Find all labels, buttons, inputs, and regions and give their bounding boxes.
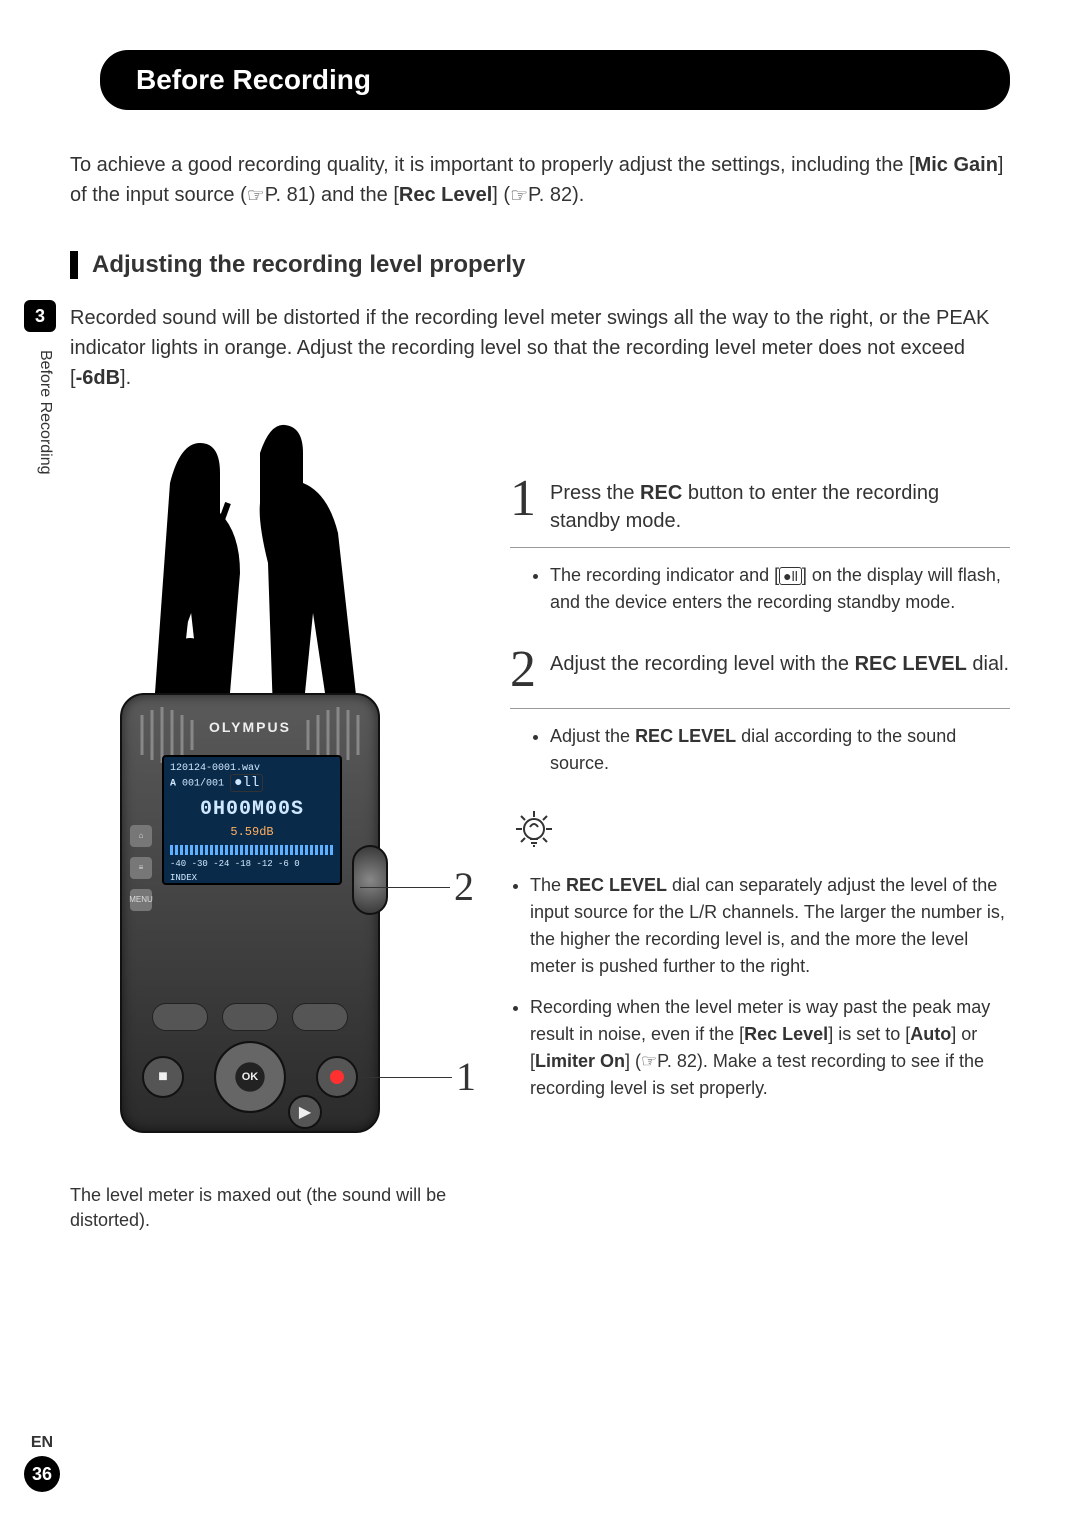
tip-list: The REC LEVEL dial can separately adjust… bbox=[510, 872, 1010, 1103]
intro-paragraph: To achieve a good recording quality, it … bbox=[70, 150, 1010, 211]
rec-pause-icon: ●ll bbox=[230, 774, 263, 792]
t: dial. bbox=[967, 653, 1009, 675]
page-footer: EN 36 bbox=[24, 1434, 60, 1492]
recorder-body: OLYMPUS 120124-0001.wav A 001/001 ●ll 0H… bbox=[120, 693, 380, 1133]
lcd-timer: 0H00M00S bbox=[170, 798, 334, 821]
lcd-level-meter bbox=[170, 845, 334, 855]
callout-line bbox=[358, 1077, 452, 1079]
rec-dot-icon bbox=[330, 1070, 344, 1084]
lcd-folder: A bbox=[170, 778, 176, 789]
pointer-icon: ☞ bbox=[510, 181, 528, 211]
ok-label: OK bbox=[242, 1071, 259, 1083]
callout-line bbox=[360, 887, 450, 889]
chapter-tab: 3 bbox=[24, 300, 56, 332]
body-limit: -6dB bbox=[76, 367, 120, 389]
t: REC LEVEL bbox=[855, 653, 967, 675]
home-icon: ⌂ bbox=[130, 825, 152, 847]
menu-button: MENU bbox=[130, 889, 152, 911]
callout-2: 2 bbox=[454, 863, 474, 910]
step-1: 1 Press the REC button to enter the reco… bbox=[510, 473, 1010, 616]
rec-pause-icon: ●ll bbox=[779, 567, 802, 585]
lcd-peak: 5.59dB bbox=[170, 825, 334, 839]
page-title-bar: Before Recording bbox=[100, 50, 1010, 110]
intro-text5: ). bbox=[572, 184, 584, 206]
t: Auto bbox=[910, 1024, 951, 1044]
step-bullet: The recording indicator and [●ll] on the… bbox=[550, 562, 1010, 616]
t: Press the bbox=[550, 482, 640, 504]
ok-dpad: OK bbox=[214, 1041, 286, 1113]
intro-ref1: P. 81 bbox=[265, 184, 309, 206]
page-number: 36 bbox=[24, 1456, 60, 1492]
musicians-silhouette bbox=[130, 423, 390, 733]
step-number: 2 bbox=[510, 644, 536, 696]
t: Adjust the bbox=[550, 726, 635, 746]
t: REC LEVEL bbox=[566, 875, 667, 895]
transport-controls: ■ OK bbox=[142, 1041, 358, 1113]
t: REC bbox=[640, 482, 682, 504]
intro-text3: ) and the [ bbox=[309, 184, 399, 206]
soft-button bbox=[222, 1003, 278, 1031]
lcd-screen: 120124-0001.wav A 001/001 ●ll 0H00M00S 5… bbox=[162, 755, 342, 885]
step-bullet: Adjust the REC LEVEL dial according to t… bbox=[550, 723, 1010, 777]
device-brand: OLYMPUS bbox=[122, 719, 378, 735]
lcd-index: INDEX bbox=[170, 873, 197, 883]
play-button: ▶ bbox=[288, 1095, 322, 1129]
language-code: EN bbox=[24, 1434, 60, 1452]
body-text: Recorded sound will be distorted if the … bbox=[70, 307, 989, 389]
t: REC LEVEL bbox=[635, 726, 736, 746]
heading-text: Adjusting the recording level properly bbox=[92, 251, 525, 279]
section-heading: Adjusting the recording level properly bbox=[70, 251, 1010, 279]
pointer-icon: ☞ bbox=[641, 1048, 657, 1075]
step-number: 1 bbox=[510, 473, 536, 525]
lcd-filename: 120124-0001.wav bbox=[170, 763, 260, 774]
tip-lightbulb-icon bbox=[510, 805, 1010, 858]
lcd-scale: -40 -30 -24 -18 -12 -6 0 bbox=[170, 859, 300, 869]
stop-button: ■ bbox=[142, 1056, 184, 1098]
body-paragraph: Recorded sound will be distorted if the … bbox=[70, 303, 1010, 393]
t: The recording indicator and [ bbox=[550, 565, 779, 585]
step-title: Press the REC button to enter the record… bbox=[550, 473, 1010, 535]
step-title: Adjust the recording level with the REC … bbox=[550, 644, 1009, 678]
t: Rec Level bbox=[744, 1024, 828, 1044]
intro-micgain: Mic Gain bbox=[915, 154, 998, 176]
intro-text4: ] ( bbox=[492, 184, 510, 206]
t: Adjust the recording level with the bbox=[550, 653, 855, 675]
t: P. 82 bbox=[657, 1051, 697, 1071]
figure-caption: The level meter is maxed out (the sound … bbox=[70, 1183, 470, 1233]
heading-bar-icon bbox=[70, 251, 78, 279]
device-illustration: OLYMPUS 120124-0001.wav A 001/001 ●ll 0H… bbox=[70, 423, 440, 1163]
soft-button-row bbox=[152, 1003, 348, 1031]
side-buttons: ⌂ ≡ MENU bbox=[130, 825, 156, 921]
rec-button bbox=[316, 1056, 358, 1098]
list-icon: ≡ bbox=[130, 857, 152, 879]
soft-button bbox=[152, 1003, 208, 1031]
tip-item: The REC LEVEL dial can separately adjust… bbox=[530, 872, 1010, 980]
soft-button bbox=[292, 1003, 348, 1031]
tip-item: Recording when the level meter is way pa… bbox=[530, 994, 1010, 1103]
intro-reclevel: Rec Level bbox=[399, 184, 492, 206]
callout-1: 1 bbox=[456, 1053, 476, 1100]
intro-text: To achieve a good recording quality, it … bbox=[70, 154, 915, 176]
t: Limiter On bbox=[535, 1051, 625, 1071]
side-running-head: Before Recording bbox=[36, 350, 54, 475]
t: The bbox=[530, 875, 566, 895]
lcd-counter: 001/001 bbox=[182, 778, 224, 789]
step-2: 2 Adjust the recording level with the RE… bbox=[510, 644, 1010, 777]
intro-ref2: P. 82 bbox=[528, 184, 572, 206]
t: ] is set to [ bbox=[828, 1024, 910, 1044]
pointer-icon: ☞ bbox=[247, 181, 265, 211]
body-text2: ]. bbox=[120, 367, 131, 389]
rec-level-dial bbox=[352, 845, 388, 915]
t: ] ( bbox=[625, 1051, 641, 1071]
